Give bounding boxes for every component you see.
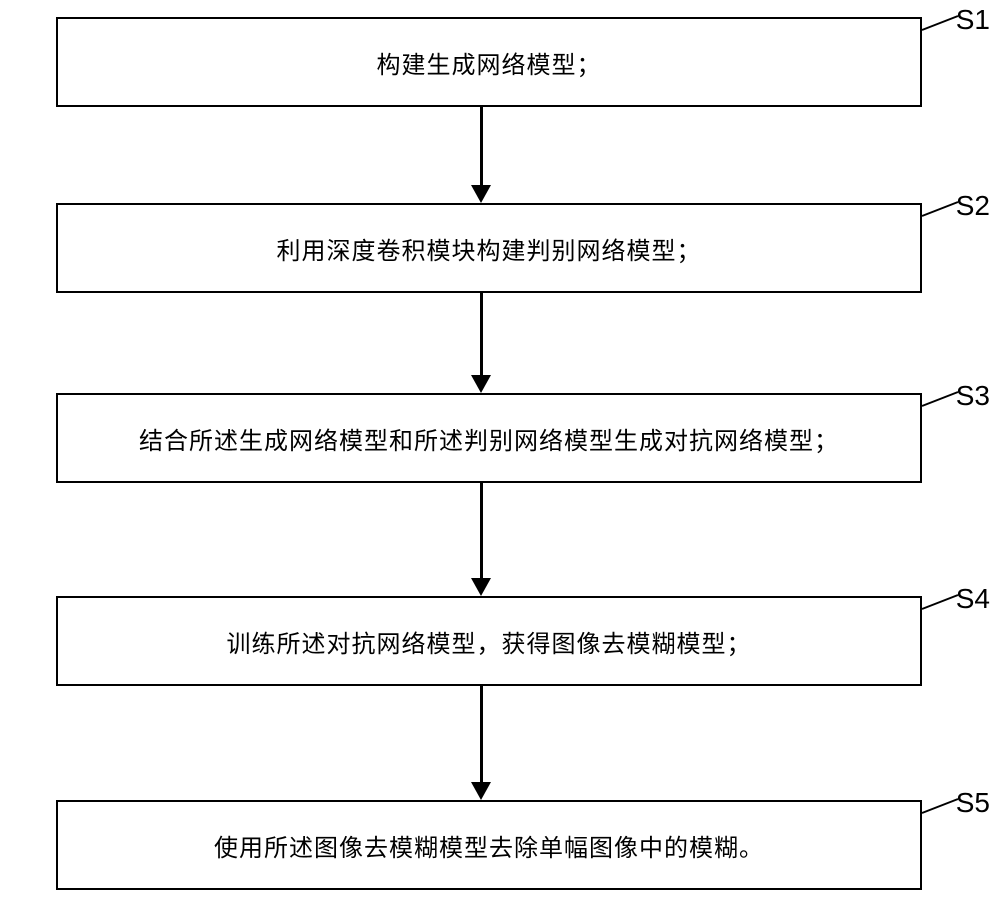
leader-line-s2 <box>922 202 962 220</box>
leader-line-s4 <box>922 595 962 613</box>
arrow-4 <box>480 686 482 800</box>
step-box-s5: 使用所述图像去模糊模型去除单幅图像中的模糊。 <box>56 800 922 890</box>
step-text-s5: 使用所述图像去模糊模型去除单幅图像中的模糊。 <box>214 828 764 863</box>
step-box-s4: 训练所述对抗网络模型，获得图像去模糊模型； <box>56 596 922 686</box>
step-box-s1: 构建生成网络模型； <box>56 17 922 107</box>
flowchart-container: 构建生成网络模型； S1 利用深度卷积模块构建判别网络模型； S2 结合所述生成… <box>0 0 1000 923</box>
arrow-3 <box>480 483 482 596</box>
leader-line-s1 <box>922 16 962 34</box>
step-text-s4: 训练所述对抗网络模型，获得图像去模糊模型； <box>227 624 752 659</box>
step-box-s3: 结合所述生成网络模型和所述判别网络模型生成对抗网络模型； <box>56 393 922 483</box>
step-box-s2: 利用深度卷积模块构建判别网络模型； <box>56 203 922 293</box>
step-text-s3: 结合所述生成网络模型和所述判别网络模型生成对抗网络模型； <box>139 421 839 456</box>
leader-line-s3 <box>922 392 962 410</box>
step-text-s2: 利用深度卷积模块构建判别网络模型； <box>277 231 702 266</box>
leader-line-s5 <box>922 799 962 817</box>
arrow-1 <box>480 107 482 203</box>
step-text-s1: 构建生成网络模型； <box>377 45 602 80</box>
arrow-2 <box>480 293 482 393</box>
